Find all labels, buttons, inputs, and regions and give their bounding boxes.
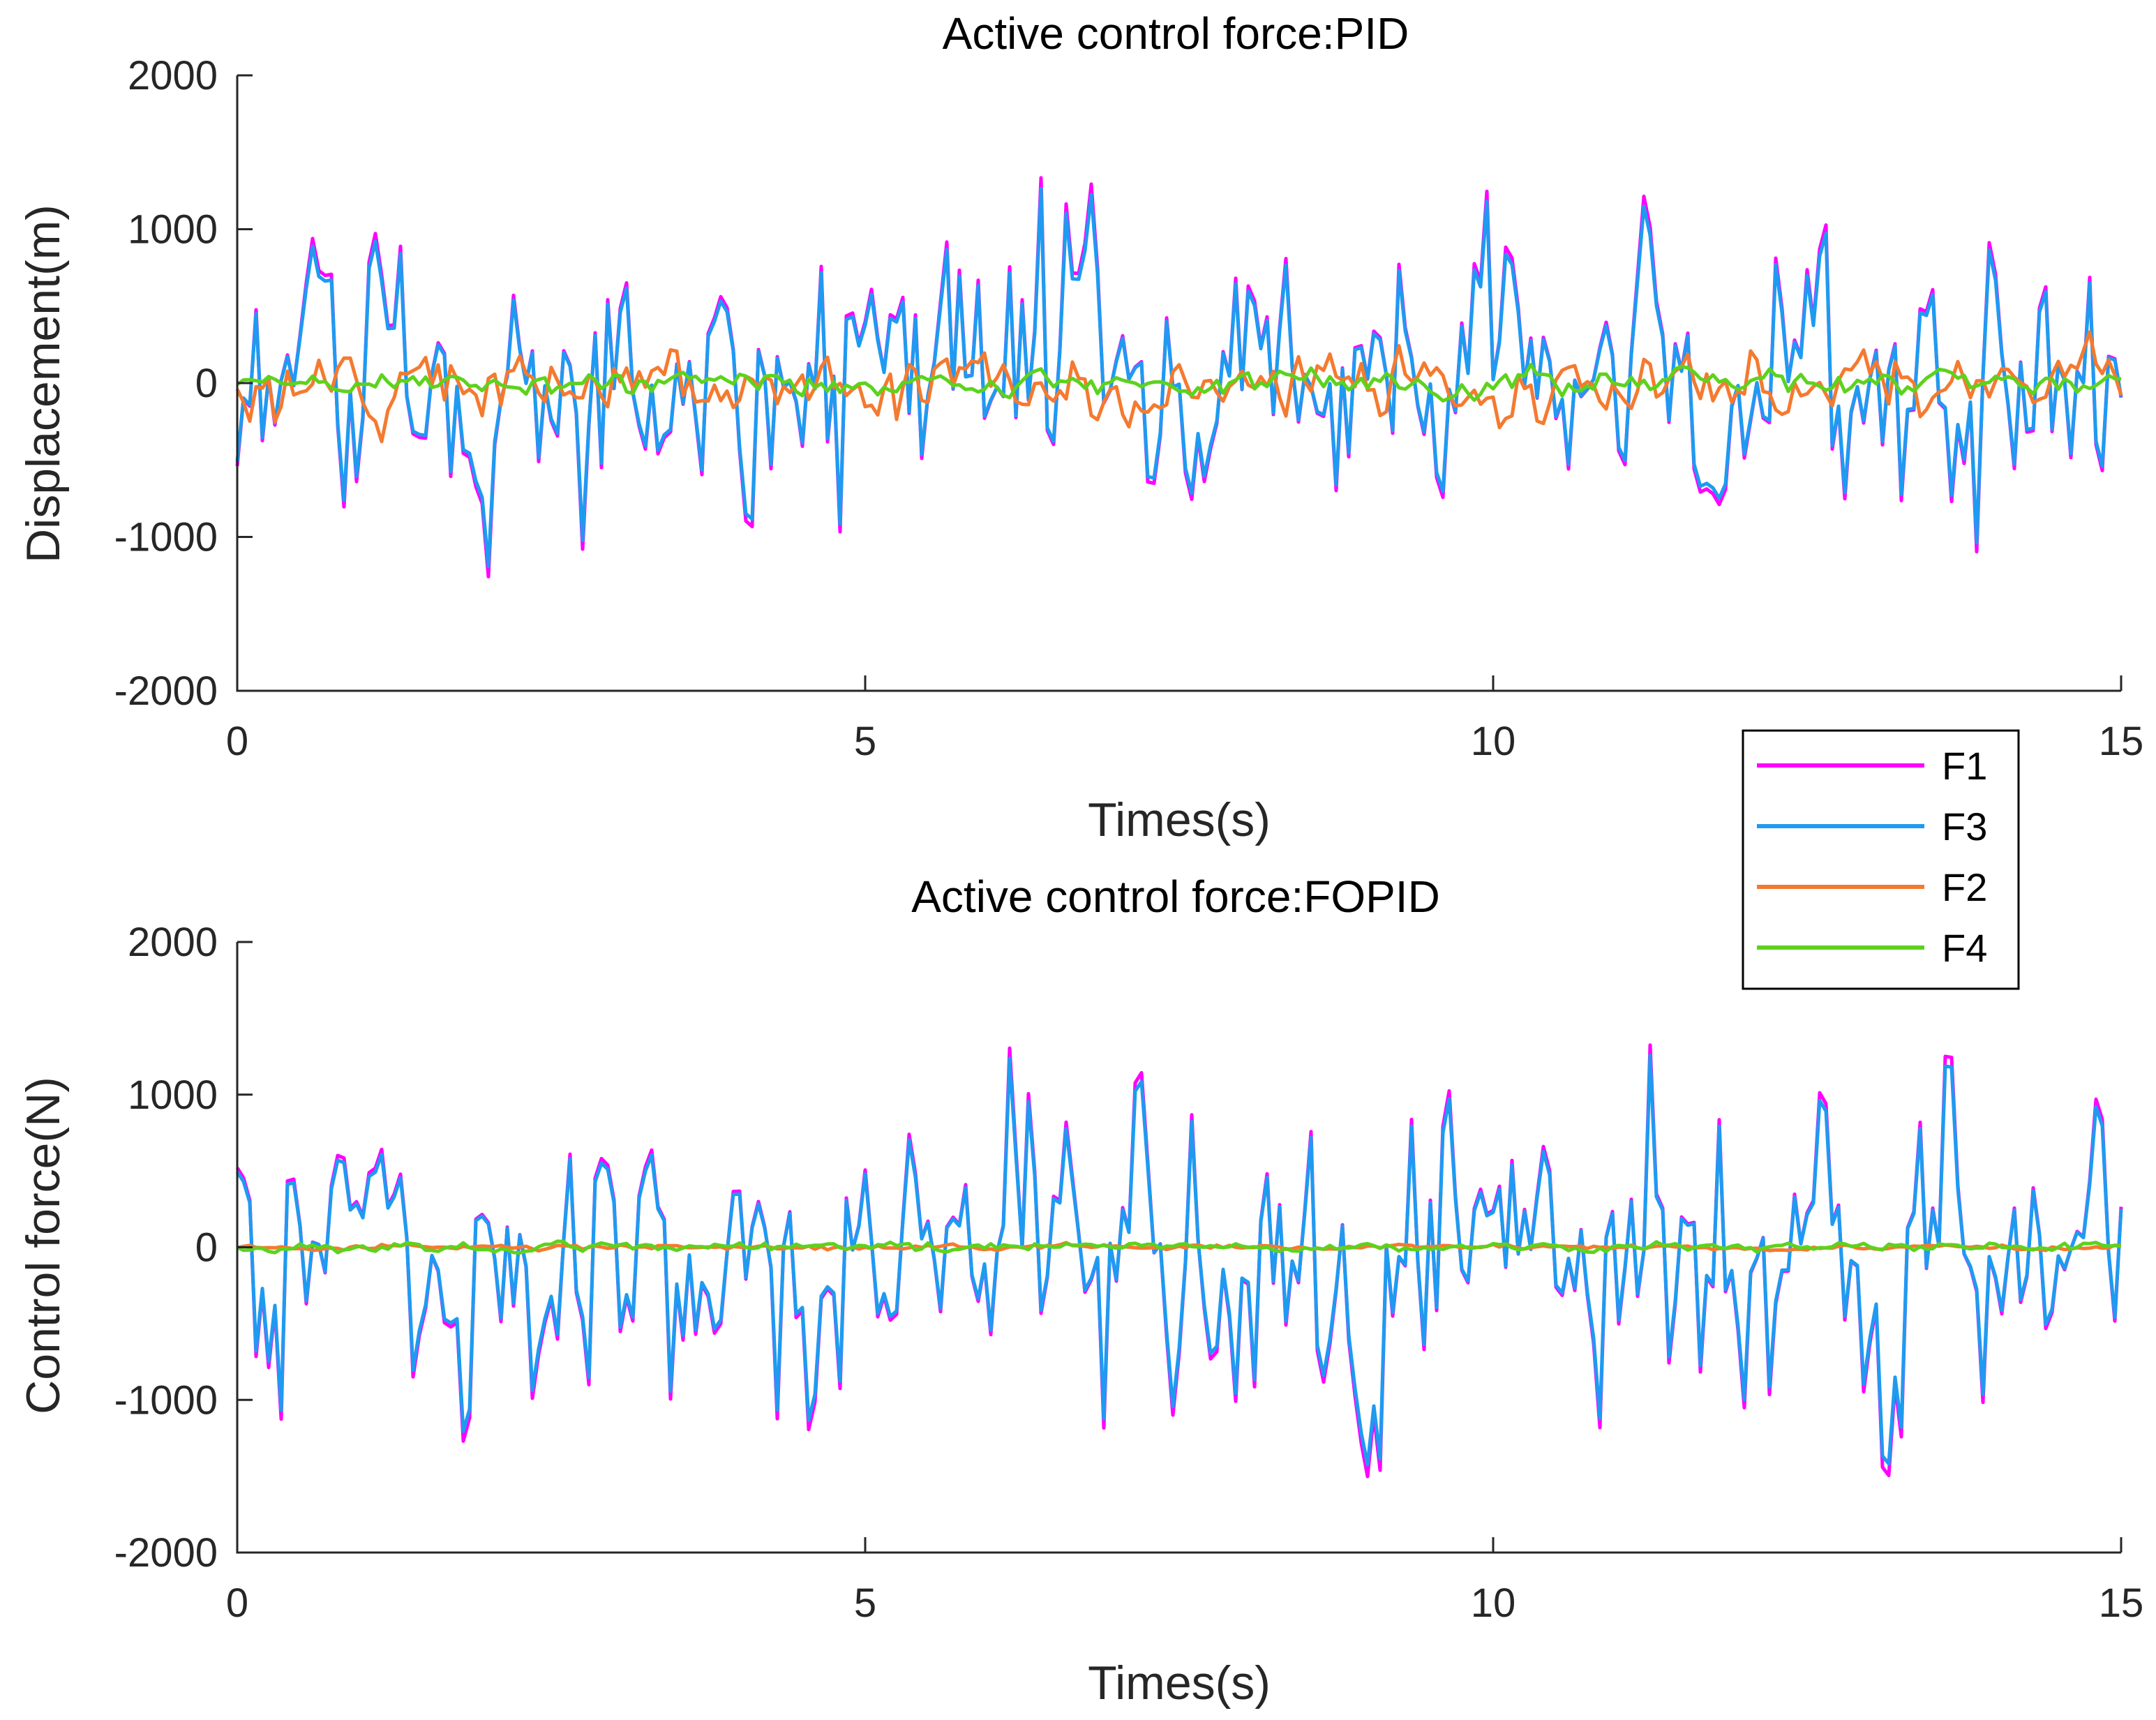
fopid-series-f4 xyxy=(236,1239,2122,1255)
fopid-x-tick-label: 0 xyxy=(226,1580,248,1626)
fopid-x-axis-title: Times(s) xyxy=(1088,1657,1271,1710)
pid-plot: Active control force:PID 0 5 10 15 -2000 -100… xyxy=(17,8,2143,846)
pid-series-f2 xyxy=(235,330,2123,444)
fopid-plot: Active control force:FOPID 0 5 10 15 -2000 -1… xyxy=(17,872,2143,1710)
legend-label-f4: F4 xyxy=(1942,926,1987,970)
pid-series-f4 xyxy=(236,363,2122,403)
pid-y-tick-label: -2000 xyxy=(114,668,218,714)
fopid-x-tick-label: 10 xyxy=(1471,1580,1516,1626)
legend-entries: F1 F3 F2 F4 xyxy=(1757,744,1987,970)
fopid-series-f2 xyxy=(237,1241,2122,1253)
pid-x-tick-label: 15 xyxy=(2099,719,2144,764)
fopid-y-tick-label: 1000 xyxy=(128,1072,218,1118)
pid-y-tick-label: -1000 xyxy=(114,515,218,560)
pid-y-tick-label: 0 xyxy=(195,361,218,406)
legend-label-f2: F2 xyxy=(1942,865,1987,909)
legend: F1 F3 F2 F4 xyxy=(1742,729,2020,990)
pid-x-axis-title: Times(s) xyxy=(1088,793,1271,846)
pid-plot-title: Active control force:PID xyxy=(943,8,1409,59)
fopid-series-f1 xyxy=(235,1043,2123,1479)
pid-x-tick-label: 10 xyxy=(1471,719,1516,764)
fopid-series-f3 xyxy=(235,1054,2123,1467)
legend-label-f3: F3 xyxy=(1942,805,1987,848)
pid-x-tick-label: 0 xyxy=(226,719,248,764)
pid-x-tick-label: 5 xyxy=(854,719,876,764)
fopid-ticks: 0 5 10 15 -2000 -1000 0 1000 2000 xyxy=(114,920,2144,1626)
pid-y-axis-title: Displacement(m) xyxy=(17,204,70,563)
pid-y-tick-label: 1000 xyxy=(128,207,218,253)
fopid-y-axis-title: Control force(N) xyxy=(17,1077,70,1414)
pid-ticks: 0 5 10 15 -2000 -1000 0 1000 2000 xyxy=(114,53,2144,764)
fopid-x-tick-label: 15 xyxy=(2099,1580,2144,1626)
fopid-y-tick-label: 0 xyxy=(195,1225,218,1271)
pid-y-tick-label: 2000 xyxy=(128,53,218,98)
fopid-y-tick-label: 2000 xyxy=(128,920,218,965)
legend-label-f1: F1 xyxy=(1942,744,1987,788)
pid-series-layer xyxy=(235,176,2123,578)
fopid-y-tick-label: -2000 xyxy=(114,1530,218,1576)
fopid-plot-title: Active control force:FOPID xyxy=(911,872,1440,922)
fopid-x-tick-label: 5 xyxy=(854,1580,876,1626)
fopid-y-tick-label: -1000 xyxy=(114,1377,218,1423)
fopid-series-layer xyxy=(235,1043,2123,1479)
pid-series-f3 xyxy=(235,186,2123,569)
